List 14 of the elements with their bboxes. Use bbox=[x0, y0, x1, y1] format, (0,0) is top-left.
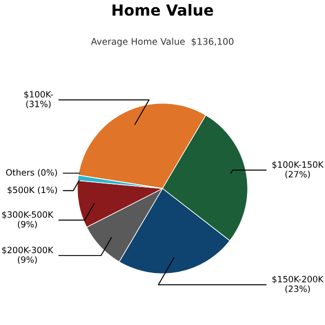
data-label: (9%) bbox=[18, 220, 37, 228]
slice-label: $300K-500K bbox=[2, 211, 54, 219]
slice-label: $150K-200K bbox=[272, 276, 324, 284]
chart-subtitle: Average Home Value $136,100 bbox=[91, 38, 234, 47]
slice-label: $100K- bbox=[24, 90, 53, 99]
chart-title: Home Value bbox=[112, 4, 214, 16]
slice-label: $200K-300K bbox=[2, 246, 54, 254]
slice-label: $100K-150K bbox=[272, 161, 324, 169]
legend-label: Others (0%) bbox=[6, 169, 57, 177]
data-label: (23%) bbox=[285, 285, 310, 294]
data-label: (31%) bbox=[26, 100, 51, 108]
slice-label: $500K (1%) bbox=[8, 186, 57, 194]
data-label: (9%) bbox=[18, 256, 37, 264]
data-label: (27%) bbox=[285, 170, 310, 178]
